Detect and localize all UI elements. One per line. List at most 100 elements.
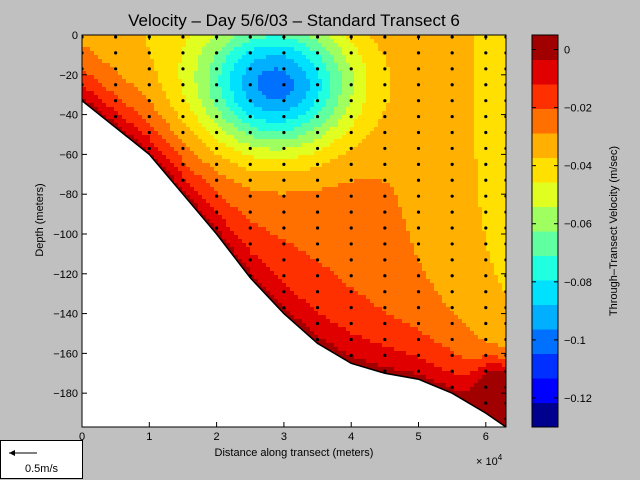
sample-point [416,146,421,151]
sample-point [383,242,387,246]
sample-point [484,99,488,103]
sample-point [248,226,252,230]
sample-point [215,178,219,182]
scale-label: 0.5m/s [25,463,59,475]
colorbar-swatch [532,84,558,109]
colorbar-tick-label: −0.02 [564,103,592,115]
sample-point [416,178,421,182]
x-exponent-label: × 104 [476,453,503,468]
sample-point [450,146,454,151]
sample-point [349,274,353,278]
sample-point [416,99,421,103]
sample-point [416,194,421,198]
sample-point [215,226,219,230]
sample-point [181,51,185,55]
sample-point [147,67,151,71]
sample-point [114,35,118,39]
sample-point [282,146,286,151]
colorbar-tick-label: −0.06 [564,219,592,231]
sample-point [147,51,151,55]
sample-point [416,258,421,262]
colorbar-swatch [532,206,558,232]
sample-point [349,114,353,119]
sample-point [248,67,252,71]
sample-point [383,67,387,71]
sample-point [484,385,488,389]
sample-point [383,83,387,87]
sample-point [416,114,421,119]
sample-point [484,290,488,294]
sample-point [248,258,252,262]
sample-point [282,242,286,246]
sample-point [484,226,488,230]
sample-point [416,162,421,166]
sample-point [383,130,387,135]
sample-point [248,114,252,119]
sample-point [215,114,219,119]
sample-point [383,35,387,39]
sample-point [282,130,286,135]
sample-point [248,162,252,166]
y-axis-label: Depth (meters) [34,183,46,256]
sample-point [181,130,185,135]
sample-point [450,114,454,119]
sample-point [349,51,353,55]
sample-point [282,194,286,198]
sample-point [484,321,488,326]
colorbar-swatch [532,231,558,256]
sample-point [484,306,488,310]
sample-point [215,130,219,135]
sample-point [416,226,421,230]
sample-point [484,337,488,342]
sample-point [315,274,320,278]
y-tick-label: −180 [53,388,78,400]
sample-point [349,99,353,103]
x-tick-label: 4 [348,431,354,443]
y-tick-label: −100 [53,229,78,241]
sample-point [383,146,387,151]
sample-point [215,51,219,55]
y-tick-label: −140 [53,309,78,321]
sample-point [315,83,320,87]
colorbar-tick-label: −0.1 [564,335,586,347]
sample-point [416,353,421,357]
sample-point [450,321,454,326]
sample-point [383,210,387,214]
sample-point [349,321,353,326]
sample-point [383,162,387,166]
x-tick-label: 0 [79,431,85,443]
sample-point [315,130,320,135]
sample-point [147,99,151,103]
y-tick-label: −20 [59,70,78,82]
sample-point [349,337,353,342]
sample-point [215,99,219,103]
sample-point [248,146,252,151]
sample-point [114,83,118,87]
sample-point [315,210,320,214]
sample-point [248,35,252,39]
sample-point [383,321,387,326]
sample-point [383,353,387,357]
y-tick-label: 0 [72,30,78,42]
colorbar-tick-label: −0.12 [564,393,592,405]
sample-point [215,146,219,151]
sample-point [215,162,219,166]
sample-point [450,130,454,135]
sample-point [114,114,118,119]
sample-point [383,369,387,373]
sample-point [450,258,454,262]
sample-point [416,274,421,278]
sample-point [383,306,387,310]
colorbar-swatch [532,378,558,403]
sample-point [282,83,286,87]
sample-point [215,83,219,87]
sample-point [315,162,320,166]
sample-point [416,306,421,310]
sample-point [181,99,185,103]
colorbar-swatch [532,280,558,305]
sample-point [383,290,387,294]
sample-point [383,274,387,278]
sample-point [349,146,353,151]
sample-point [383,51,387,55]
sample-point [315,258,320,262]
